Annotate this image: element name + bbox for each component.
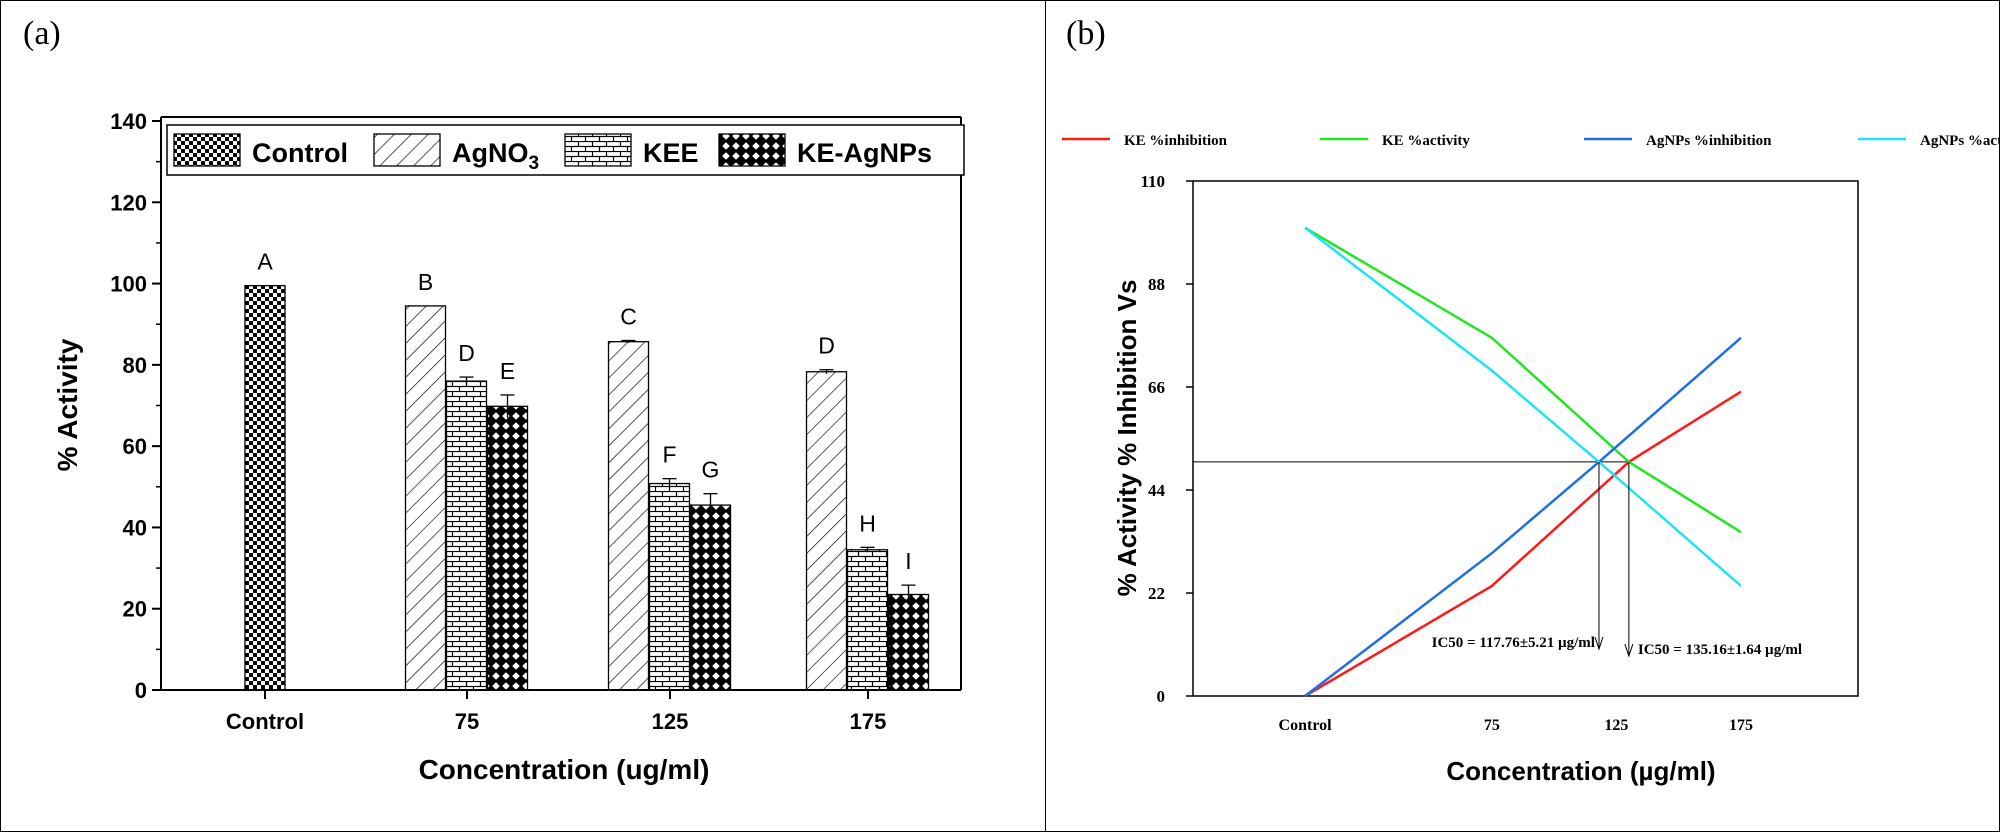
bar-KE-AgNPs-175 — [887, 593, 930, 691]
bar-chart: A B C D D F H E G I 0 20 40 60 80 100 120 140 Control 75 12… — [52, 109, 965, 785]
bar-KEE-75 — [445, 380, 488, 691]
bar-AgNO3-175 — [805, 371, 848, 691]
panel-label-a: (a) — [23, 15, 61, 52]
significance-letter: C — [620, 303, 637, 329]
y-tick-label: 88 — [1148, 275, 1165, 294]
legend-label-AgNPs %inhibition: AgNPs %inhibition — [1646, 133, 1772, 149]
ic50-arrow-head — [1594, 636, 1604, 651]
y-tick-label: 0 — [135, 678, 147, 703]
bar-KEE-125 — [648, 482, 691, 691]
significance-letter: H — [859, 510, 876, 536]
bar-AgNO3-75 — [404, 305, 447, 691]
y-tick-label: 120 — [110, 190, 147, 215]
plot-frame — [1192, 180, 1859, 697]
y-tick-label: 66 — [1148, 378, 1165, 397]
legend-swatch-Control — [173, 133, 241, 167]
y-tick-label: 20 — [123, 597, 147, 622]
legend-swatch-AgNO3 — [373, 133, 441, 167]
legend-label-KE %inhibition: KE %inhibition — [1124, 133, 1228, 149]
panel-b: (b) KE %inhibition KE %activity AgNPs %inh… — [1045, 0, 2000, 832]
x-axis-title: Concentration (µg/ml) — [1446, 756, 1715, 786]
ic50-label-ke: IC50 = 135.16±1.64 µg/ml — [1638, 642, 1802, 658]
y-tick-label: 0 — [1157, 687, 1166, 706]
legend-swatch-KEE — [564, 133, 632, 167]
bar-Control-Control — [244, 284, 286, 691]
x-tick-label: 175 — [1729, 717, 1753, 734]
legend-label-Control: Control — [252, 138, 348, 168]
series-line-AgNPs %inhibition — [1304, 336, 1742, 697]
x-axis-title: Concentration (ug/ml) — [419, 754, 710, 785]
legend-label-KE-AgNPs: KE-AgNPs — [797, 138, 932, 168]
legend-swatch-KE-AgNPs — [718, 133, 786, 167]
y-tick-label: 80 — [123, 353, 147, 378]
significance-letter: B — [418, 269, 433, 295]
x-tick-label: 175 — [850, 709, 887, 734]
significance-letter: F — [662, 442, 676, 468]
bar-KE-AgNPs-125 — [689, 504, 732, 691]
legend-subscript: 3 — [529, 153, 540, 174]
y-tick-label: 44 — [1148, 481, 1166, 500]
significance-letter: I — [905, 548, 911, 574]
bar-KEE-175 — [846, 549, 889, 691]
significance-letter: D — [818, 333, 835, 359]
significance-letter: E — [500, 358, 515, 384]
x-tick-label: Control — [226, 709, 304, 734]
bar-KE-AgNPs-75 — [486, 405, 529, 691]
y-tick-label: 40 — [123, 515, 147, 540]
series-line-KE %activity — [1304, 226, 1742, 534]
ic50-label-ke-agnps: IC50 = 117.76±5.21 µg/ml — [1432, 635, 1595, 651]
x-tick-label: 75 — [455, 709, 479, 734]
x-tick-label: 125 — [1604, 717, 1628, 734]
y-tick-label: 140 — [110, 109, 147, 134]
panel-label-b: (b) — [1066, 15, 1106, 52]
legend-label-KEE: KEE — [643, 138, 699, 168]
significance-letter: A — [257, 249, 273, 275]
y-tick-label: 60 — [123, 434, 147, 459]
legend: KE %inhibition KE %activity AgNPs %inhibit… — [1062, 133, 2000, 149]
y-tick-label: 110 — [1140, 172, 1165, 191]
legend-label-AgNPs %activity: AgNPs %activity — [1920, 133, 2000, 149]
x-tick-label: 75 — [1484, 717, 1500, 734]
ic50-arrow-head — [1624, 643, 1634, 658]
y-axis-title: % Activity % Inhibition Vs — [1112, 280, 1142, 597]
legend-label-KE %activity: KE %activity — [1382, 133, 1470, 149]
y-tick-label: 100 — [110, 272, 147, 297]
bar-AgNO3-125 — [607, 341, 650, 691]
series-line-KE %inhibition — [1304, 390, 1742, 698]
line-chart: KE %inhibition KE %activity AgNPs %inhibit… — [1062, 133, 2000, 786]
x-tick-label: Control — [1279, 717, 1333, 734]
panel-a: (a) A B C D D F H E G I — [0, 0, 1046, 832]
series-line-AgNPs %activity — [1304, 226, 1742, 587]
significance-letter: D — [458, 340, 475, 366]
significance-letter: G — [702, 457, 720, 483]
legend: Control AgNO3 KEE KE-AgNPs — [166, 124, 965, 176]
x-tick-label: 125 — [652, 709, 689, 734]
y-tick-label: 22 — [1148, 584, 1165, 603]
y-axis-title: % Activity — [52, 338, 83, 471]
